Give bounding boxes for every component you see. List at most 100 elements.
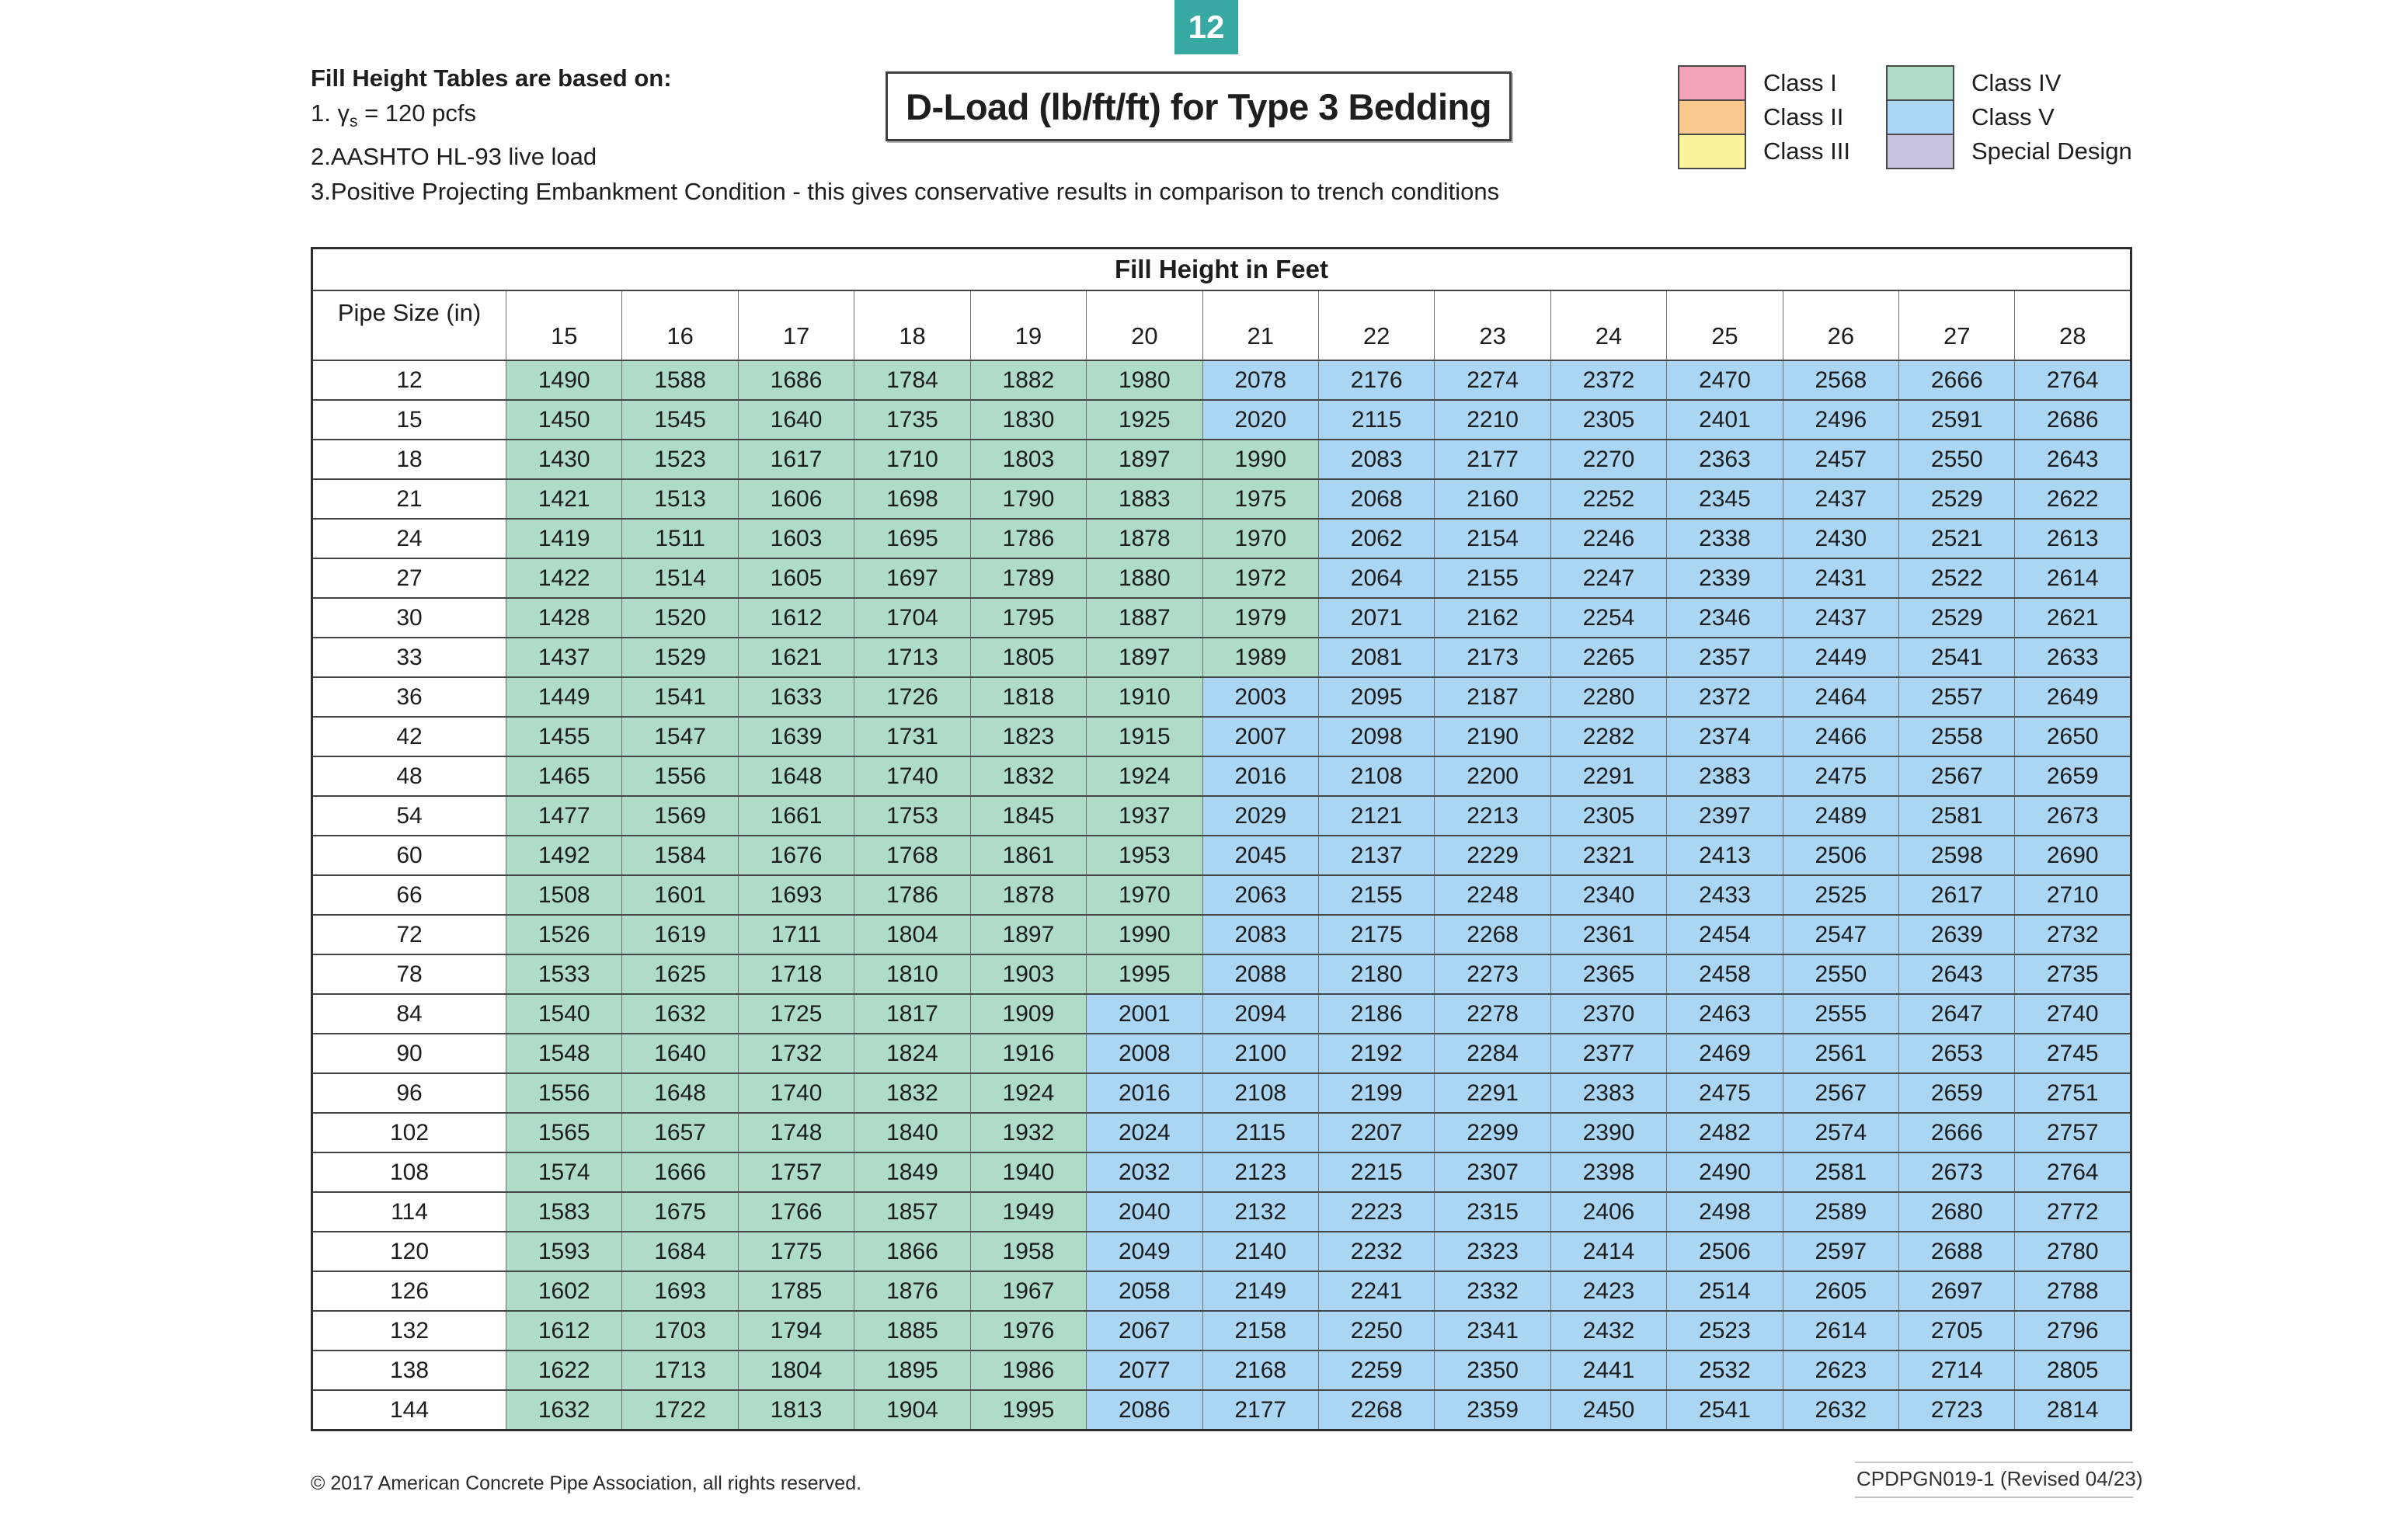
d-load-cell: 1832 [854, 1072, 971, 1114]
d-load-cell: 1421 [505, 478, 623, 520]
d-load-cell: 2561 [1782, 1033, 1900, 1074]
d-load-cell: 2140 [1202, 1231, 1319, 1272]
d-load-cell: 1718 [737, 954, 855, 995]
d-load-cell: 2450 [1550, 1389, 1668, 1431]
pipe-size-cell: 30 [311, 597, 506, 638]
legend-label: Special Design [1971, 137, 2132, 165]
d-load-cell: 2441 [1550, 1350, 1668, 1391]
d-load-cell: 2357 [1666, 637, 1783, 678]
d-load-cell: 1990 [1086, 914, 1203, 955]
d-load-cell: 2098 [1317, 716, 1435, 757]
d-load-cell: 2321 [1550, 835, 1668, 876]
d-load-cell: 1817 [854, 993, 971, 1034]
d-load-cell: 1602 [505, 1271, 623, 1312]
d-load-cell: 2401 [1666, 399, 1783, 440]
d-load-cell: 1632 [505, 1389, 623, 1431]
pipe-size-cell: 54 [311, 795, 506, 836]
d-load-cell: 1697 [854, 558, 971, 599]
d-load-cell: 1924 [969, 1072, 1087, 1114]
legend-swatch [1885, 65, 1954, 101]
d-load-cell: 1490 [505, 360, 623, 401]
d-load-cell: 2374 [1666, 716, 1783, 757]
d-load-cell: 1556 [621, 756, 739, 797]
d-load-cell: 1565 [505, 1112, 623, 1153]
d-load-cell: 1477 [505, 795, 623, 836]
d-load-cell: 1711 [737, 914, 855, 955]
d-load-cell: 1916 [969, 1033, 1087, 1074]
d-load-cell: 2365 [1550, 954, 1668, 995]
d-load-cell: 2094 [1202, 993, 1319, 1034]
d-load-cell: 2617 [1898, 874, 2016, 916]
d-load-cell: 2370 [1550, 993, 1668, 1034]
d-load-cell: 2690 [2014, 835, 2131, 876]
d-load-cell: 1975 [1202, 478, 1319, 520]
d-load-cell: 2525 [1782, 874, 1900, 916]
d-load-cell: 2246 [1550, 518, 1668, 559]
d-load-cell: 2568 [1782, 360, 1900, 401]
d-load-cell: 1897 [1086, 637, 1203, 678]
d-load-cell: 2377 [1550, 1033, 1668, 1074]
d-load-cell: 2437 [1782, 478, 1900, 520]
d-load-cell: 2155 [1434, 558, 1551, 599]
pipe-size-cell: 12 [311, 360, 506, 401]
d-load-cell: 2213 [1434, 795, 1551, 836]
d-load-cell: 1895 [854, 1350, 971, 1391]
d-load-cell: 2697 [1898, 1271, 2016, 1312]
d-load-cell: 2020 [1202, 399, 1319, 440]
table-title-box: D-Load (lb/ft/ft) for Type 3 Bedding [886, 71, 1512, 141]
d-load-cell: 2796 [2014, 1310, 2131, 1351]
d-load-cell: 2557 [1898, 676, 2016, 718]
d-load-table-wrapper: Fill Height in Feet Pipe Size (in) 15 16 17 1… [311, 247, 2132, 1431]
d-load-cell: 1818 [969, 676, 1087, 718]
d-load-cell: 2581 [1782, 1152, 1900, 1193]
d-load-cell: 2605 [1782, 1271, 1900, 1312]
d-load-cell: 2223 [1317, 1191, 1435, 1232]
pipe-size-cell: 66 [311, 874, 506, 916]
d-load-cell: 2088 [1202, 954, 1319, 995]
d-load-cell: 1514 [621, 558, 739, 599]
d-load-cell: 2433 [1666, 874, 1783, 916]
d-load-cell: 2764 [2014, 1152, 2131, 1193]
d-load-cell: 2632 [1782, 1389, 1900, 1431]
d-load-cell: 1492 [505, 835, 623, 876]
d-load-cell: 2623 [1782, 1350, 1900, 1391]
d-load-cell: 2469 [1666, 1033, 1783, 1074]
d-load-cell: 1740 [854, 756, 971, 797]
d-load-cell: 1639 [737, 716, 855, 757]
d-load-cell: 2137 [1317, 835, 1435, 876]
d-load-cell: 2291 [1434, 1072, 1551, 1114]
d-load-cell: 1450 [505, 399, 623, 440]
d-load-cell: 2338 [1666, 518, 1783, 559]
d-load-cell: 2780 [2014, 1231, 2131, 1272]
d-load-cell: 1757 [737, 1152, 855, 1193]
notes-heading: Fill Height Tables are based on: [311, 64, 672, 92]
d-load-cell: 2581 [1898, 795, 2016, 836]
d-load-cell: 2541 [1898, 637, 2016, 678]
d-load-cell: 2299 [1434, 1112, 1551, 1153]
fill-height-col-header: 25 [1666, 290, 1783, 361]
d-load-cell: 2083 [1202, 914, 1319, 955]
legend-label: Class I [1763, 69, 1837, 96]
d-load-cell: 1748 [737, 1112, 855, 1153]
d-load-cell: 2192 [1317, 1033, 1435, 1074]
d-load-cell: 2506 [1782, 835, 1900, 876]
d-load-cell: 2001 [1086, 993, 1203, 1034]
d-load-cell: 2431 [1782, 558, 1900, 599]
d-load-cell: 2666 [1898, 360, 2016, 401]
d-load-cell: 1840 [854, 1112, 971, 1153]
d-load-cell: 1740 [737, 1072, 855, 1114]
d-load-cell: 1824 [854, 1033, 971, 1074]
d-load-cell: 2003 [1202, 676, 1319, 718]
fill-height-col-header: 18 [854, 290, 971, 361]
pipe-size-cell: 108 [311, 1152, 506, 1193]
d-load-cell: 1766 [737, 1191, 855, 1232]
fill-height-col-header: 22 [1317, 290, 1435, 361]
d-load-cell: 2383 [1550, 1072, 1668, 1114]
d-load-cell: 2423 [1550, 1271, 1668, 1312]
d-load-cell: 2466 [1782, 716, 1900, 757]
d-load-cell: 1605 [737, 558, 855, 599]
pipe-class-legend: Class I Class II Class III Class IV Class V… [1678, 65, 2132, 169]
document-code: CPDPGN019-1 (Revised 04/23) [1855, 1462, 2143, 1498]
d-load-cell: 2475 [1782, 756, 1900, 797]
d-load-cell: 2498 [1666, 1191, 1783, 1232]
